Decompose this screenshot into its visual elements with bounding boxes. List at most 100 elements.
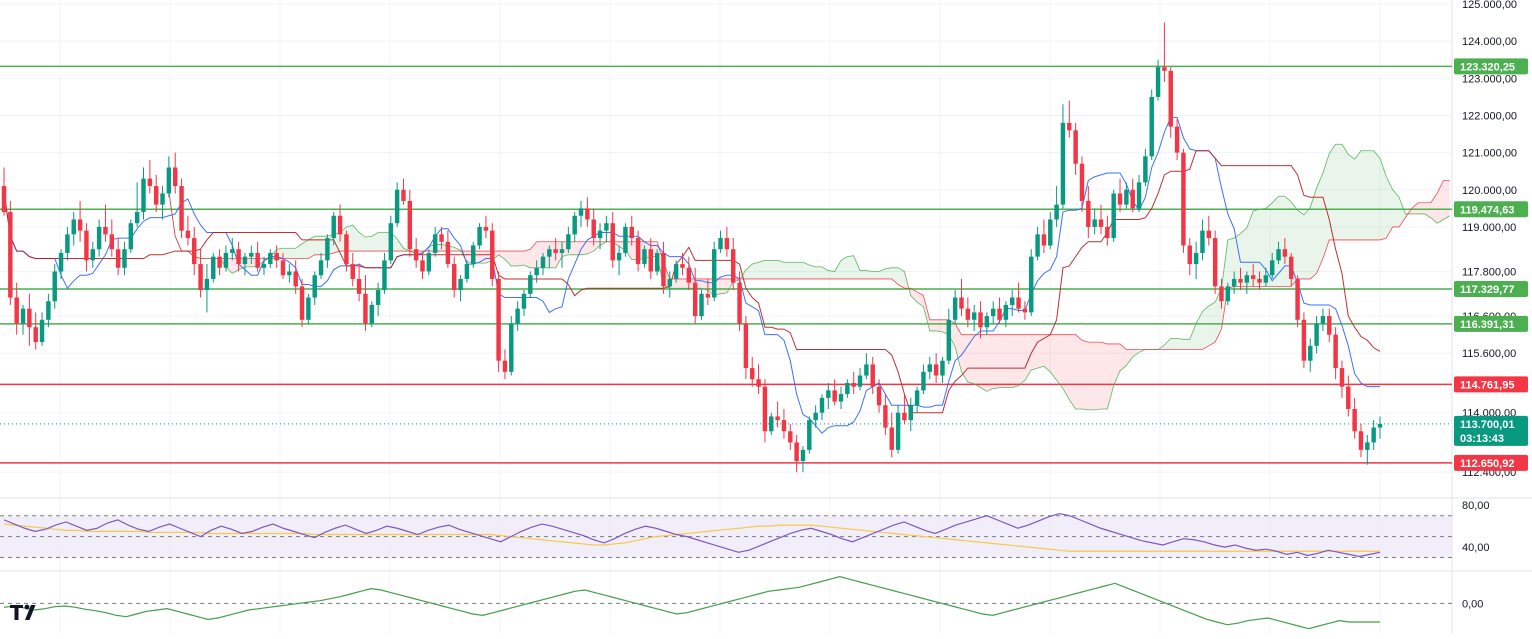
candle-body <box>439 234 444 242</box>
cloud-segment <box>790 262 797 279</box>
candle-body <box>724 238 730 250</box>
candle-body <box>585 208 590 220</box>
candle-body <box>1263 275 1269 283</box>
cloud-segment <box>879 268 886 279</box>
osc-line <box>3 576 1380 630</box>
rsi-tick-label: 80,00 <box>1462 500 1490 512</box>
candle-body <box>1168 70 1173 127</box>
candle-body <box>718 238 723 250</box>
candle-body <box>845 382 850 395</box>
candle-body <box>1295 278 1300 320</box>
candle-body <box>597 230 603 239</box>
candle-body <box>1339 368 1345 387</box>
candle-body <box>1346 386 1351 409</box>
candle-body <box>667 278 673 287</box>
candle-body <box>540 256 546 268</box>
candle-body <box>1073 130 1078 164</box>
cloud-segment <box>872 271 880 279</box>
candle-body <box>477 226 482 246</box>
cloud-segment <box>860 270 867 279</box>
candle-body <box>356 278 362 294</box>
cloud-segment <box>1037 334 1044 369</box>
candle-body <box>426 252 432 272</box>
candle-body <box>1238 278 1243 283</box>
candle-body <box>496 278 501 361</box>
candle-body <box>1130 189 1135 209</box>
cloud-segment <box>1360 150 1368 240</box>
cloud-segment <box>371 232 379 252</box>
candle-body <box>1212 238 1218 287</box>
cloud-segment <box>314 236 322 255</box>
candle-body <box>616 252 622 261</box>
cloud-segment <box>764 260 772 279</box>
candle-body <box>236 249 241 265</box>
candle-body <box>1149 96 1154 157</box>
candle-body <box>1327 316 1332 335</box>
cloud-segment <box>1316 173 1323 274</box>
candle-body <box>46 301 51 320</box>
candle-body <box>8 212 13 298</box>
cloud-segment <box>352 225 360 252</box>
candle-body <box>1244 275 1250 283</box>
cloud-segment <box>1424 202 1431 218</box>
cloud-segment <box>1132 349 1140 357</box>
cloud-segment <box>967 334 975 384</box>
candle-body <box>661 252 666 287</box>
candle-body <box>198 264 203 291</box>
candle-body <box>521 293 527 309</box>
candle-body <box>730 249 736 283</box>
cloud-segment <box>1246 211 1254 287</box>
candle-body <box>737 282 742 324</box>
candle-body <box>77 219 83 231</box>
kijun-line <box>3 150 1381 414</box>
candle-body <box>1308 345 1313 361</box>
candle-body <box>242 256 248 265</box>
oscillator-pane <box>0 576 1452 630</box>
candle-body <box>312 275 317 298</box>
candle-body <box>997 308 1002 320</box>
candle-body <box>369 304 374 324</box>
candle-body <box>128 223 134 250</box>
cloud-segment <box>1075 334 1082 409</box>
candle-body <box>1377 423 1383 428</box>
cloud-segment <box>517 251 524 266</box>
cloud-segment <box>1056 334 1063 389</box>
candle-body <box>1352 408 1357 432</box>
cloud-segment <box>1303 207 1311 279</box>
price-axis[interactable]: 125.000,00 124.000,00 123.000,00 122.000,00… <box>1462 0 1517 610</box>
candle-body <box>255 252 260 268</box>
candle-body <box>851 382 856 387</box>
cloud-segment <box>841 256 848 279</box>
cloud-segment <box>866 270 873 279</box>
candle-body <box>902 412 907 421</box>
candle-body <box>940 360 945 376</box>
cloud-segment <box>1018 334 1025 386</box>
cloud-segment <box>1024 334 1032 381</box>
cloud-segment <box>993 334 1000 389</box>
candle-body <box>160 193 165 205</box>
level-label: 112.650,92 <box>1460 458 1514 470</box>
candle-body <box>870 364 875 387</box>
candle-body <box>394 189 400 224</box>
cloud-segment <box>1443 180 1450 220</box>
level-label-bg <box>1454 454 1528 471</box>
candle-body <box>471 245 476 265</box>
candle-body <box>71 219 76 235</box>
candle-body <box>1358 431 1364 450</box>
tradingview-logo-icon[interactable] <box>10 604 36 620</box>
candle-body <box>20 308 26 324</box>
cloud-segment <box>283 248 290 259</box>
candle-body <box>509 323 514 372</box>
candle-body <box>1086 200 1091 227</box>
cloud-segment <box>910 288 918 303</box>
candle-body <box>686 267 692 283</box>
price-tick-label: 119.000,00 <box>1462 222 1516 234</box>
candle-body <box>1124 189 1129 205</box>
cloud-segment <box>511 251 518 266</box>
candle-body <box>1269 260 1275 276</box>
cloud-segment <box>1005 334 1013 388</box>
candle-body <box>921 371 926 391</box>
cloud-segment <box>1380 158 1387 240</box>
